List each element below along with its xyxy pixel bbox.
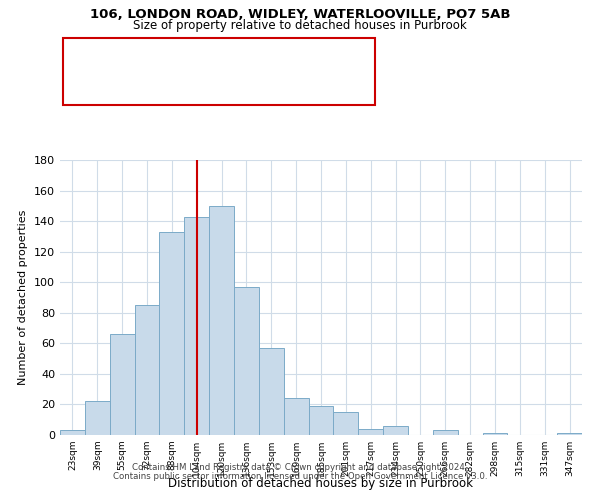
Bar <box>110 334 134 435</box>
Text: 106 LONDON ROAD: 104sqm
← 37% of detached houses are smaller (302)
63% of semi-d: 106 LONDON ROAD: 104sqm ← 37% of detache… <box>83 50 355 92</box>
Bar <box>160 232 184 435</box>
Bar <box>433 430 458 435</box>
Bar <box>209 206 234 435</box>
Bar <box>383 426 408 435</box>
Bar <box>284 398 308 435</box>
Bar <box>557 434 582 435</box>
Bar <box>85 402 110 435</box>
Bar <box>259 348 284 435</box>
Bar <box>482 434 508 435</box>
Bar <box>184 216 209 435</box>
Y-axis label: Number of detached properties: Number of detached properties <box>19 210 28 385</box>
Text: Contains HM Land Registry data © Crown copyright and database right 2024.: Contains HM Land Registry data © Crown c… <box>132 464 468 472</box>
Text: Distribution of detached houses by size in Purbrook: Distribution of detached houses by size … <box>169 477 473 490</box>
Bar <box>60 430 85 435</box>
Bar <box>134 305 160 435</box>
Text: Contains public sector information licensed under the Open Government Licence v3: Contains public sector information licen… <box>113 472 487 481</box>
Bar <box>334 412 358 435</box>
Bar <box>234 287 259 435</box>
Text: 106, LONDON ROAD, WIDLEY, WATERLOOVILLE, PO7 5AB: 106, LONDON ROAD, WIDLEY, WATERLOOVILLE,… <box>90 8 510 20</box>
Bar <box>308 406 334 435</box>
Text: Size of property relative to detached houses in Purbrook: Size of property relative to detached ho… <box>133 19 467 32</box>
Bar <box>358 429 383 435</box>
